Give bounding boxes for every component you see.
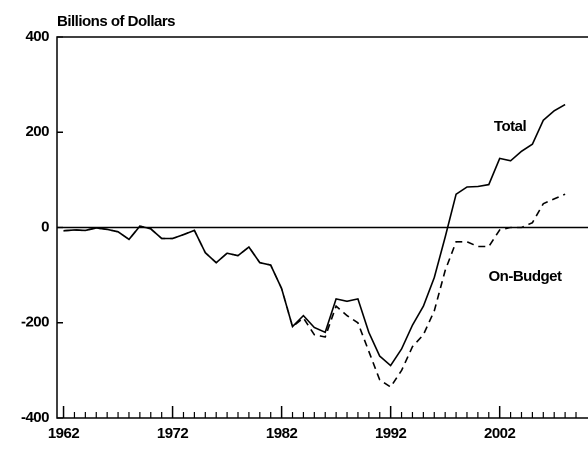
x-tick-label: 1972 (157, 425, 189, 442)
y-tick-label: -200 (21, 314, 49, 331)
y-tick-label: -400 (21, 409, 49, 426)
x-tick-label: 1962 (48, 425, 80, 442)
series-label: Total (494, 118, 527, 135)
y-tick-label: 200 (25, 123, 49, 140)
y-tick-label: 0 (41, 218, 49, 235)
x-tick-label: 2002 (484, 425, 516, 442)
y-axis-label: Billions of Dollars (57, 13, 175, 30)
series-line (63, 103, 566, 367)
y-tick-label: 400 (25, 28, 49, 45)
x-tick-label: 1982 (266, 425, 298, 442)
x-tick-label: 1992 (375, 425, 407, 442)
series-line (63, 193, 566, 389)
series-label: On-Budget (489, 268, 562, 285)
